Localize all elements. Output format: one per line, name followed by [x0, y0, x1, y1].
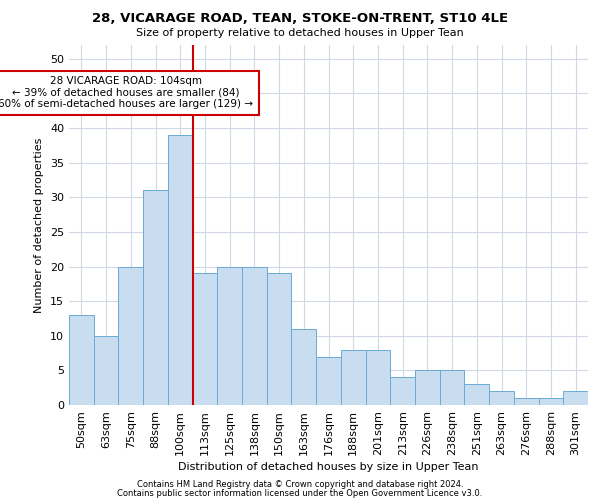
Bar	[267, 274, 292, 405]
Bar	[489, 391, 514, 405]
Bar	[193, 274, 217, 405]
Bar	[118, 266, 143, 405]
Text: 28, VICARAGE ROAD, TEAN, STOKE-ON-TRENT, ST10 4LE: 28, VICARAGE ROAD, TEAN, STOKE-ON-TRENT,…	[92, 12, 508, 26]
Bar	[316, 356, 341, 405]
Text: Size of property relative to detached houses in Upper Tean: Size of property relative to detached ho…	[136, 28, 464, 38]
Bar	[390, 378, 415, 405]
Bar	[415, 370, 440, 405]
Y-axis label: Number of detached properties: Number of detached properties	[34, 138, 44, 312]
Bar	[168, 135, 193, 405]
Bar	[464, 384, 489, 405]
Text: Contains HM Land Registry data © Crown copyright and database right 2024.: Contains HM Land Registry data © Crown c…	[137, 480, 463, 489]
Bar	[539, 398, 563, 405]
Bar	[143, 190, 168, 405]
X-axis label: Distribution of detached houses by size in Upper Tean: Distribution of detached houses by size …	[178, 462, 479, 472]
Bar	[69, 315, 94, 405]
Bar	[292, 329, 316, 405]
Bar	[563, 391, 588, 405]
Bar	[217, 266, 242, 405]
Bar	[514, 398, 539, 405]
Text: Contains public sector information licensed under the Open Government Licence v3: Contains public sector information licen…	[118, 488, 482, 498]
Text: 28 VICARAGE ROAD: 104sqm
← 39% of detached houses are smaller (84)
60% of semi-d: 28 VICARAGE ROAD: 104sqm ← 39% of detach…	[0, 76, 253, 110]
Bar	[94, 336, 118, 405]
Bar	[365, 350, 390, 405]
Bar	[242, 266, 267, 405]
Bar	[341, 350, 365, 405]
Bar	[440, 370, 464, 405]
